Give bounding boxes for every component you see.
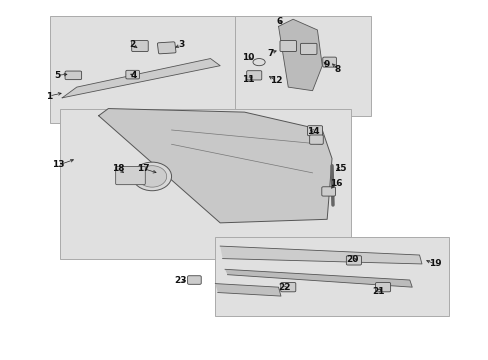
- Text: 2: 2: [129, 40, 136, 49]
- Text: 23: 23: [174, 276, 186, 285]
- Bar: [234, 16, 370, 116]
- Bar: [60, 109, 351, 258]
- Text: 4: 4: [130, 71, 137, 80]
- Polygon shape: [278, 19, 322, 91]
- FancyBboxPatch shape: [280, 41, 296, 51]
- Circle shape: [137, 166, 166, 187]
- Polygon shape: [224, 269, 411, 287]
- Text: 8: 8: [334, 65, 340, 74]
- FancyBboxPatch shape: [346, 256, 361, 265]
- Text: 22: 22: [278, 283, 290, 292]
- Bar: [215, 237, 448, 316]
- Circle shape: [132, 162, 171, 191]
- Text: 20: 20: [346, 255, 358, 264]
- FancyBboxPatch shape: [322, 57, 336, 67]
- FancyBboxPatch shape: [187, 276, 201, 284]
- Text: 17: 17: [137, 164, 149, 173]
- Text: 3: 3: [178, 40, 184, 49]
- Ellipse shape: [252, 59, 264, 66]
- Polygon shape: [62, 59, 220, 98]
- Text: 1: 1: [46, 91, 52, 100]
- Text: 10: 10: [241, 53, 254, 62]
- Text: 14: 14: [306, 127, 319, 136]
- Polygon shape: [220, 246, 421, 264]
- FancyBboxPatch shape: [125, 70, 139, 79]
- FancyBboxPatch shape: [309, 135, 323, 144]
- FancyBboxPatch shape: [300, 43, 316, 54]
- Bar: [50, 16, 234, 123]
- FancyBboxPatch shape: [307, 126, 322, 136]
- FancyBboxPatch shape: [116, 166, 145, 185]
- Text: 5: 5: [54, 71, 61, 80]
- Text: 6: 6: [276, 17, 282, 26]
- FancyBboxPatch shape: [246, 71, 261, 80]
- Text: 7: 7: [266, 49, 273, 58]
- Text: 16: 16: [329, 179, 342, 188]
- FancyBboxPatch shape: [280, 283, 295, 292]
- FancyBboxPatch shape: [65, 71, 81, 80]
- FancyBboxPatch shape: [131, 41, 148, 51]
- Text: 12: 12: [269, 76, 282, 85]
- Polygon shape: [99, 109, 331, 223]
- FancyBboxPatch shape: [321, 187, 335, 196]
- Text: 15: 15: [334, 164, 346, 173]
- FancyBboxPatch shape: [375, 283, 390, 292]
- Text: 21: 21: [371, 287, 384, 296]
- Text: 18: 18: [112, 164, 124, 173]
- Text: 19: 19: [428, 260, 441, 269]
- Polygon shape: [215, 284, 281, 296]
- Text: 9: 9: [324, 60, 330, 69]
- Text: 13: 13: [52, 161, 65, 170]
- FancyBboxPatch shape: [157, 42, 176, 54]
- Text: 11: 11: [241, 75, 254, 84]
